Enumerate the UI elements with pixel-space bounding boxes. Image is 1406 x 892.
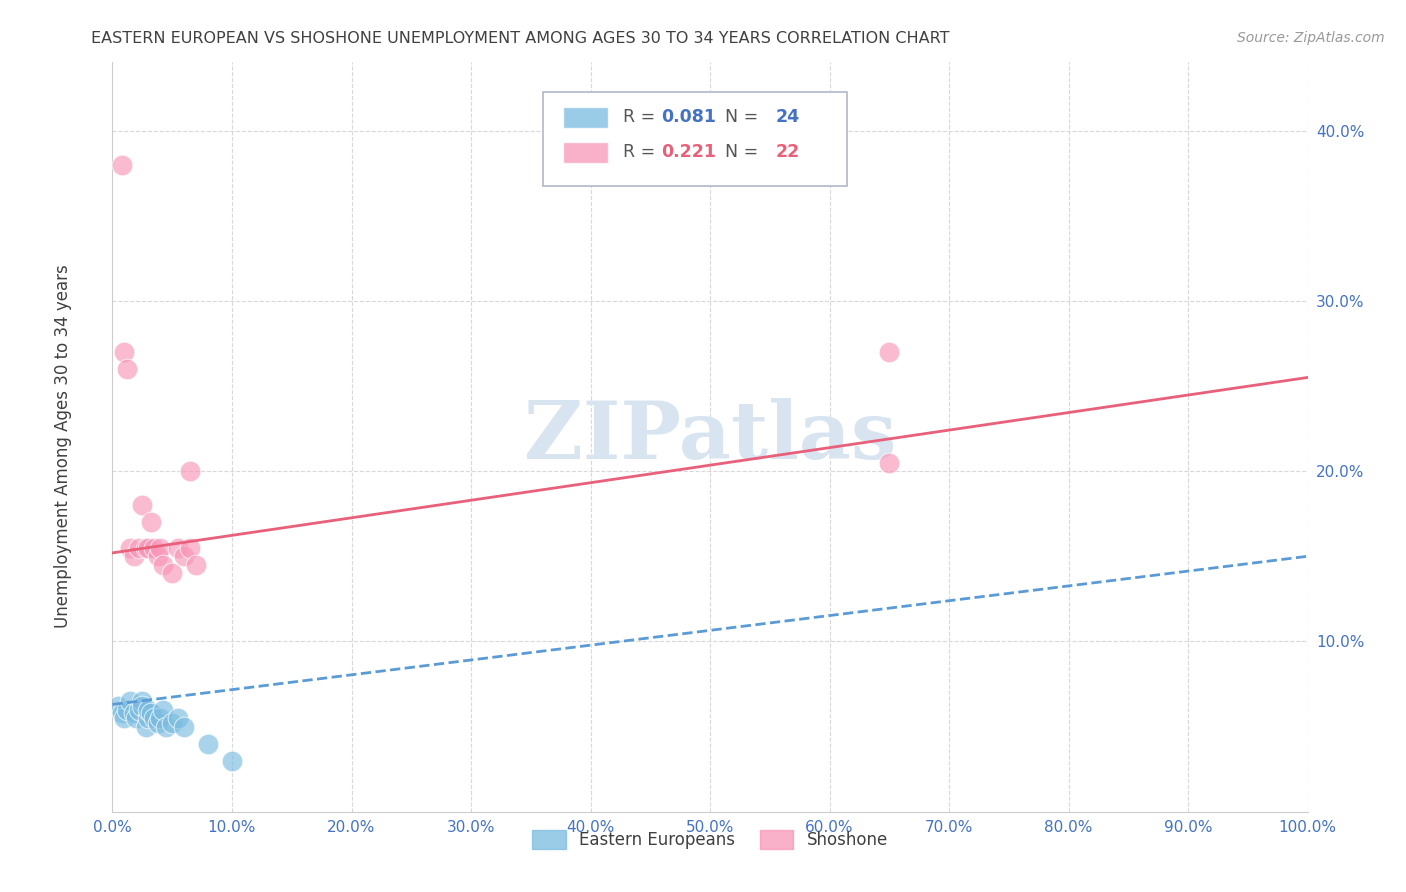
Point <box>879 456 901 470</box>
Text: N =: N = <box>714 144 763 161</box>
Point <box>152 702 174 716</box>
Point <box>111 158 134 172</box>
Point <box>143 711 166 725</box>
Point <box>149 541 172 555</box>
Point <box>115 362 138 376</box>
Text: N =: N = <box>714 108 763 126</box>
Text: R =: R = <box>623 144 661 161</box>
Text: EASTERN EUROPEAN VS SHOSHONE UNEMPLOYMENT AMONG AGES 30 TO 34 YEARS CORRELATION : EASTERN EUROPEAN VS SHOSHONE UNEMPLOYMEN… <box>91 31 950 46</box>
Point <box>173 720 195 734</box>
FancyBboxPatch shape <box>543 93 848 186</box>
Text: R =: R = <box>623 108 661 126</box>
Point <box>125 711 148 725</box>
FancyBboxPatch shape <box>562 142 609 163</box>
Point <box>131 694 153 708</box>
Point <box>879 345 901 359</box>
Point <box>107 699 129 714</box>
Point <box>138 702 160 716</box>
Text: Source: ZipAtlas.com: Source: ZipAtlas.com <box>1237 31 1385 45</box>
Point <box>128 702 150 716</box>
Text: 22: 22 <box>776 144 800 161</box>
Point <box>122 706 145 720</box>
Point <box>155 720 177 734</box>
Point <box>120 541 142 555</box>
Point <box>135 541 157 555</box>
Point <box>128 541 150 555</box>
Text: 24: 24 <box>776 108 800 126</box>
Point <box>179 464 201 478</box>
Point <box>146 549 169 564</box>
Point <box>197 737 219 751</box>
Point <box>120 694 142 708</box>
Point <box>122 549 145 564</box>
Point <box>162 566 183 581</box>
Point <box>186 558 208 572</box>
Point <box>114 345 135 359</box>
FancyBboxPatch shape <box>562 107 609 128</box>
Point <box>111 706 134 720</box>
Point <box>131 498 153 512</box>
Point <box>139 515 162 529</box>
Point <box>179 541 201 555</box>
Point <box>139 706 162 720</box>
Point <box>138 711 160 725</box>
Text: 0.221: 0.221 <box>661 144 716 161</box>
Point <box>173 549 195 564</box>
Point <box>114 711 135 725</box>
Point <box>149 711 172 725</box>
Point <box>135 720 157 734</box>
Point <box>143 541 166 555</box>
Point <box>162 716 183 731</box>
Point <box>167 711 190 725</box>
Legend: Eastern Europeans, Shoshone: Eastern Europeans, Shoshone <box>526 823 894 855</box>
Text: 0.081: 0.081 <box>661 108 716 126</box>
Point <box>167 541 190 555</box>
Point <box>152 558 174 572</box>
Point <box>131 699 153 714</box>
Point <box>115 702 138 716</box>
Point <box>146 716 169 731</box>
Text: ZIPatlas: ZIPatlas <box>524 398 896 476</box>
Point <box>138 541 160 555</box>
Text: Unemployment Among Ages 30 to 34 years: Unemployment Among Ages 30 to 34 years <box>55 264 72 628</box>
Point <box>221 754 243 768</box>
